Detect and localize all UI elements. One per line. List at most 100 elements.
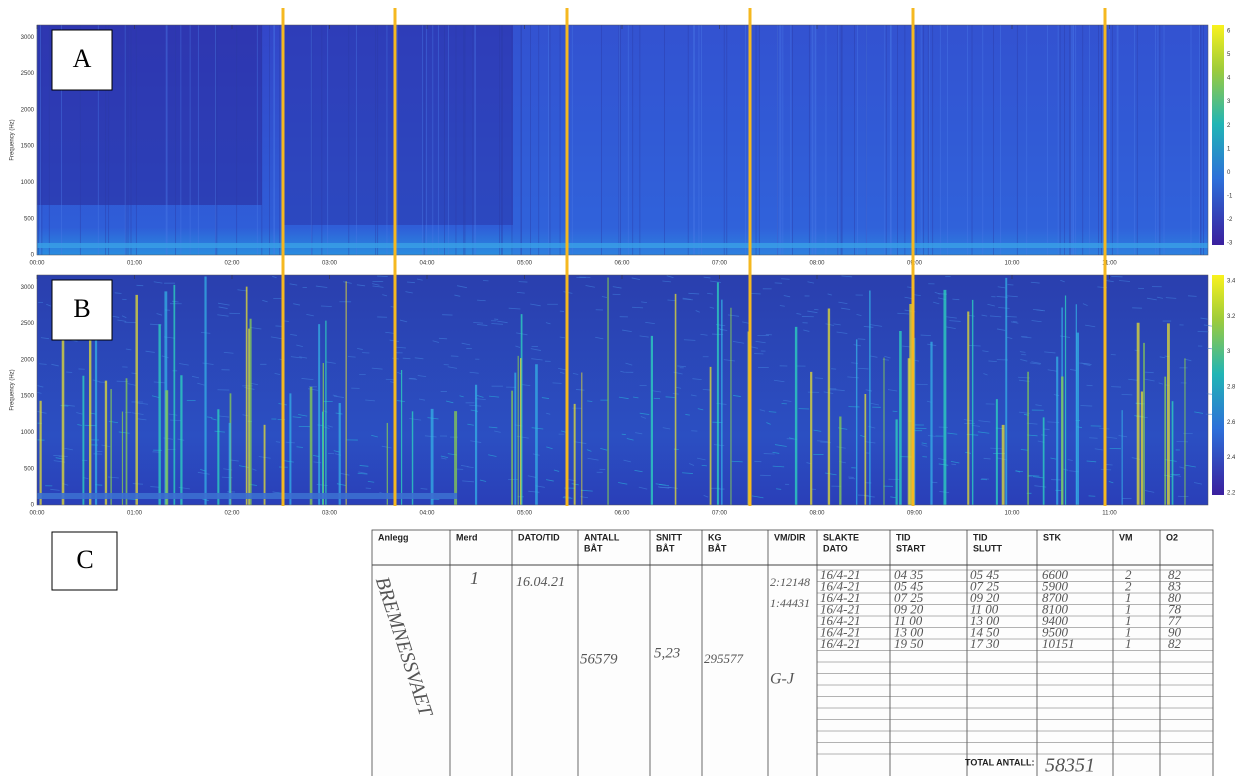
- cell: 16/4-21: [820, 567, 860, 582]
- noise: [1143, 378, 1155, 382]
- noise: [488, 454, 497, 457]
- noise: [983, 373, 988, 376]
- noise: [907, 286, 912, 288]
- dato: 16.04.21: [516, 575, 565, 590]
- noise: [658, 484, 670, 486]
- noise: [988, 360, 997, 363]
- noise: [1010, 321, 1019, 324]
- cell: 07 25: [894, 590, 924, 605]
- noise: [114, 292, 122, 294]
- noise: [1194, 411, 1204, 414]
- noise: [634, 469, 643, 473]
- column-header: VM/DIR: [774, 532, 806, 542]
- cell: 80: [1168, 590, 1182, 605]
- y-tick-label: 2000: [21, 357, 35, 363]
- noise: [64, 447, 73, 451]
- total-label: TOTAL ANTALL:: [965, 757, 1035, 767]
- x-tick-label: 07:00: [712, 261, 728, 267]
- noise: [836, 331, 848, 334]
- noise: [807, 310, 818, 314]
- noise: [420, 488, 428, 490]
- y-tick-label: 2500: [21, 71, 35, 77]
- noise: [887, 389, 898, 392]
- antall: 56579: [580, 651, 618, 667]
- noise: [76, 412, 83, 415]
- noise: [223, 351, 234, 354]
- noise: [1082, 303, 1088, 307]
- column-header: BÅT: [656, 543, 675, 553]
- panel-label: C: [76, 545, 93, 574]
- noise: [755, 340, 766, 344]
- noise: [211, 418, 217, 421]
- noise: [546, 479, 554, 482]
- panel-label: B: [73, 294, 90, 323]
- spectrogram-background: [37, 275, 1208, 505]
- noise: [315, 285, 328, 288]
- noise: [488, 426, 498, 429]
- noise: [440, 455, 449, 459]
- x-tick-label: 06:00: [614, 511, 630, 517]
- noise: [218, 306, 228, 309]
- noise: [689, 463, 695, 466]
- noise: [397, 371, 402, 375]
- noise: [667, 299, 676, 302]
- noise: [1035, 404, 1042, 407]
- colorbar-tick-label: 2.6: [1227, 420, 1235, 426]
- column-header: Merd: [456, 532, 478, 542]
- cell: 16/4-21: [820, 636, 860, 651]
- noise: [323, 426, 330, 430]
- noise: [372, 283, 380, 286]
- column-header: DATO/TID: [518, 532, 560, 542]
- noise: [137, 418, 147, 421]
- noise: [270, 336, 283, 340]
- colorbar: [1212, 275, 1224, 495]
- noise: [296, 446, 303, 448]
- y-tick-label: 2500: [21, 321, 35, 327]
- noise: [1079, 362, 1090, 365]
- noise: [197, 471, 210, 475]
- colorbar: [1212, 25, 1224, 245]
- noise: [299, 356, 308, 359]
- noise: [515, 345, 521, 348]
- y-tick-label: 0: [31, 503, 35, 509]
- cell: 6600: [1042, 567, 1069, 582]
- column-header: TID: [896, 532, 911, 542]
- cell: 77: [1168, 613, 1182, 628]
- y-axis-label: Frequency (Hz): [10, 369, 16, 410]
- noise: [117, 319, 127, 322]
- y-tick-label: 500: [24, 466, 35, 472]
- noise: [250, 382, 259, 386]
- noise: [707, 292, 713, 295]
- noise: [982, 350, 989, 353]
- noise: [776, 488, 782, 490]
- noise: [559, 371, 565, 374]
- noise: [171, 300, 179, 303]
- colorbar-tick-label: 0: [1227, 170, 1231, 176]
- noise: [1146, 297, 1157, 301]
- x-tick-label: 04:00: [419, 261, 435, 267]
- noise: [950, 460, 960, 464]
- noise: [934, 291, 940, 295]
- noise: [365, 399, 375, 402]
- noise: [445, 400, 454, 404]
- colorbar-tick-label: 2.4: [1227, 455, 1235, 461]
- noise: [546, 446, 553, 450]
- noise: [37, 411, 47, 414]
- y-tick-label: 1500: [21, 394, 35, 400]
- cell: 09 20: [970, 590, 1000, 605]
- noise: [620, 370, 625, 373]
- y-tick-label: 2000: [21, 107, 35, 113]
- cell: 13 00: [894, 624, 924, 639]
- noise: [838, 301, 848, 304]
- noise: [997, 286, 1006, 289]
- noise: [405, 291, 413, 294]
- noise: [290, 356, 302, 359]
- noise: [37, 392, 42, 394]
- noise: [612, 286, 622, 289]
- noise: [625, 362, 633, 366]
- noise: [884, 355, 891, 359]
- noise: [497, 320, 508, 324]
- noise: [409, 377, 416, 380]
- low-band: [37, 243, 1208, 248]
- cell: 16/4-21: [820, 613, 860, 628]
